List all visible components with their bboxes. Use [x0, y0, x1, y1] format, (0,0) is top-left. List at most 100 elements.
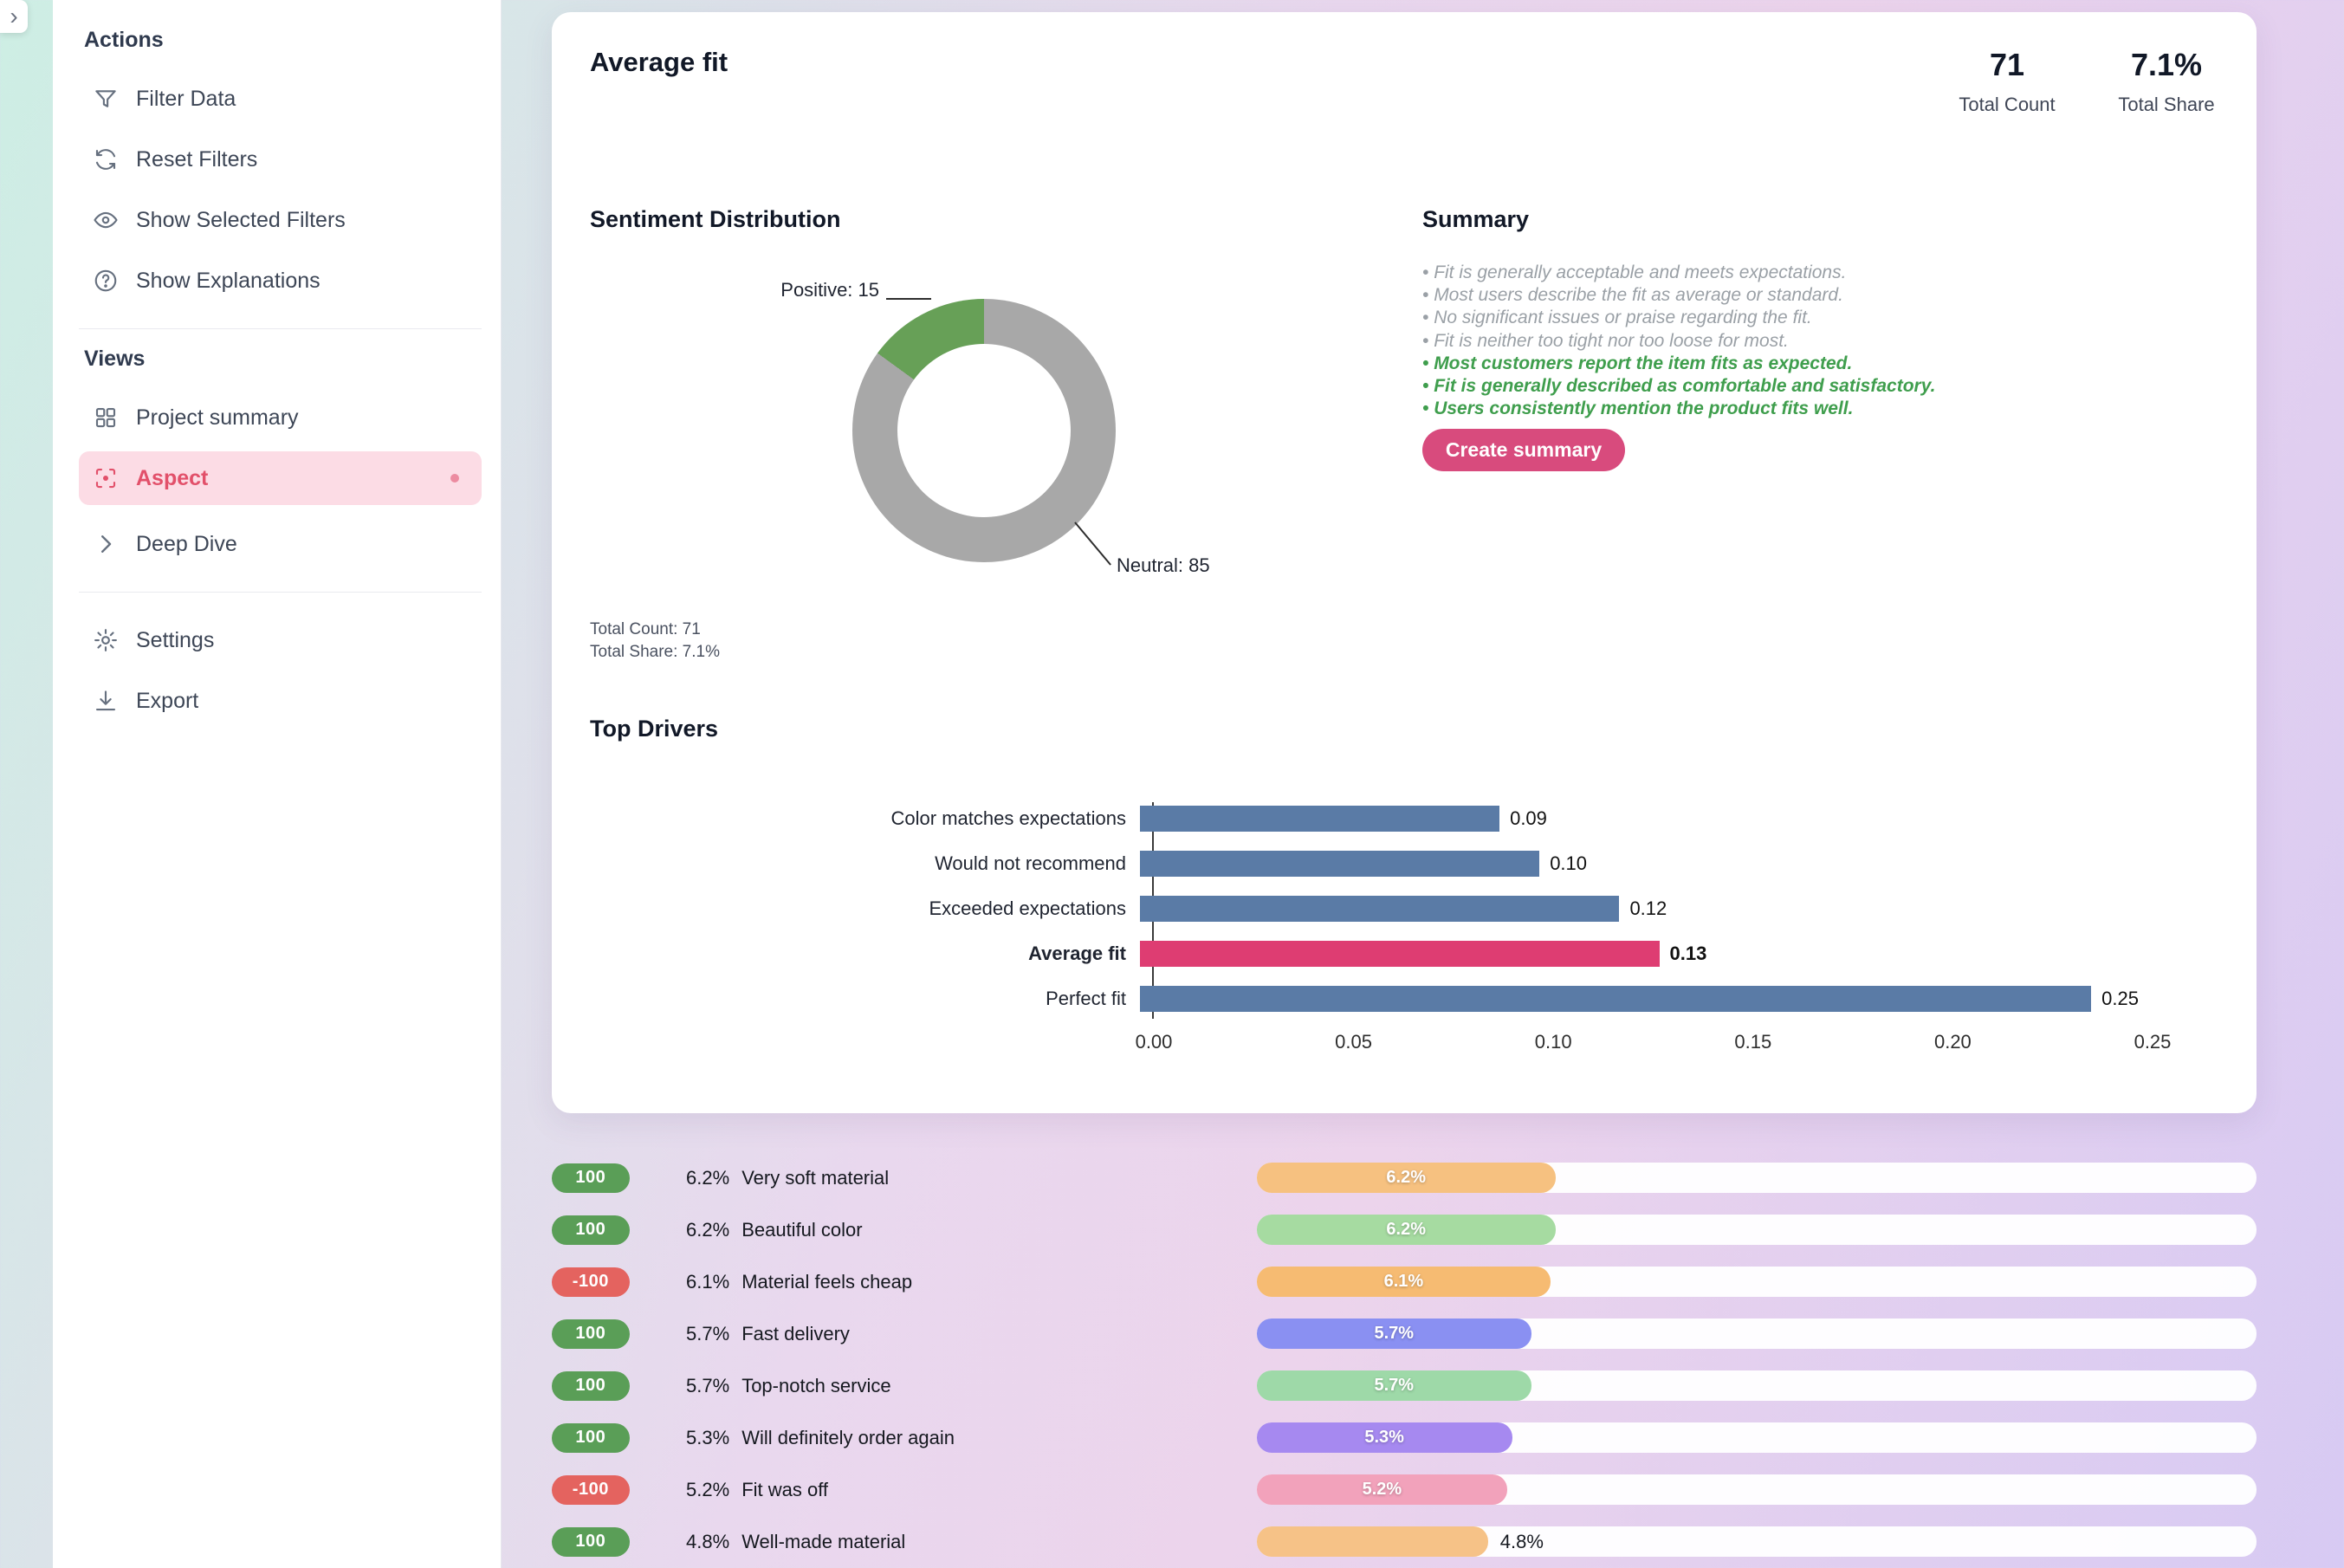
summary-bullet-neutral: Most users describe the fit as average o…	[1422, 284, 2150, 307]
share-bar: 5.7%	[1256, 1370, 1531, 1401]
share-bar-label: 6.2%	[1386, 1168, 1426, 1187]
aspect-share-list: 100 6.2% Very soft material 6.2% 100 6.2…	[552, 1163, 2257, 1568]
driver-bar-track: 0.10	[1140, 851, 2139, 877]
driver-value: 0.09	[1510, 807, 1547, 829]
aspect-row[interactable]: 100 4.8% Well-made material 4.8%	[552, 1526, 2257, 1557]
aspect-row[interactable]: 100 5.7% Fast delivery 5.7%	[552, 1319, 2257, 1349]
summary-bullet-positive: Fit is generally described as comfortabl…	[1422, 375, 2150, 398]
total-share-label: Total Share	[2118, 94, 2215, 115]
share-bar: 5.3%	[1256, 1422, 1512, 1453]
share-bar-track: 5.3%	[1256, 1422, 2257, 1453]
grid-icon	[93, 405, 119, 431]
sentiment-badge: 100	[552, 1215, 630, 1245]
sidebar-item-export[interactable]: Export	[79, 671, 482, 731]
x-tick: 0.10	[1534, 1031, 1572, 1053]
aspect-row[interactable]: -100 6.1% Material feels cheap 6.1%	[552, 1267, 2257, 1297]
driver-value: 0.25	[2101, 988, 2139, 1009]
sidebar-section-title-actions: Actions	[84, 28, 164, 52]
donut-callout-neutral: Neutral: 85	[1117, 554, 1210, 576]
sidebar-item-show-selected-filters[interactable]: Show Selected Filters	[79, 190, 482, 250]
aspect-row[interactable]: -100 5.2% Fit was off 5.2%	[552, 1474, 2257, 1505]
driver-bar-highlighted[interactable]	[1140, 941, 1660, 967]
aspect-row[interactable]: 100 6.2% Beautiful color 6.2%	[552, 1215, 2257, 1245]
driver-label: Exceeded expectations	[929, 897, 1127, 919]
driver-label: Perfect fit	[1046, 988, 1126, 1009]
share-value: 5.3%	[686, 1426, 730, 1448]
aspect-row[interactable]: 100 6.2% Very soft material 6.2%	[552, 1163, 2257, 1193]
sidebar-item-label: Filter Data	[136, 86, 236, 111]
share-bar: 6.1%	[1256, 1267, 1551, 1297]
driver-value: 0.12	[1629, 897, 1667, 919]
x-tick: 0.15	[1734, 1031, 1772, 1053]
sidebar-item-label: Project summary	[136, 405, 299, 430]
sidebar-item-show-explanations[interactable]: Show Explanations	[79, 250, 482, 311]
share-value: 6.2%	[686, 1166, 730, 1189]
aspect-detail-card: Average fit 71 Total Count 7.1% Total Sh…	[552, 12, 2257, 1113]
share-bar-label: 5.3%	[1364, 1428, 1404, 1447]
eye-icon	[93, 207, 119, 233]
sidebar-item-label: Reset Filters	[136, 146, 258, 172]
share-bar-track: 6.2%	[1256, 1163, 2257, 1193]
aspect-label: Well-made material	[741, 1530, 906, 1552]
aspect-label: Beautiful color	[741, 1218, 863, 1241]
sidebar-item-filter-data[interactable]: Filter Data	[79, 68, 482, 129]
top-drivers-title: Top Drivers	[590, 716, 719, 742]
sentiment-donut-chart[interactable]	[852, 299, 1116, 562]
share-bar-track: 6.2%	[1256, 1215, 2257, 1245]
sentiment-distribution-title: Sentiment Distribution	[590, 206, 841, 232]
aspect-row[interactable]: 100 5.7% Top-notch service 5.7%	[552, 1370, 2257, 1401]
sidebar-collapse-button[interactable]: ›	[0, 0, 28, 33]
aspect-row[interactable]: 100 5.3% Will definitely order again 5.3…	[552, 1422, 2257, 1453]
share-bar: 6.2%	[1256, 1215, 1556, 1245]
x-tick: 0.05	[1335, 1031, 1373, 1053]
sidebar-item-settings[interactable]: Settings	[79, 610, 482, 671]
driver-bar-track: 0.12	[1140, 896, 2139, 922]
driver-value: 0.10	[1550, 852, 1588, 874]
card-header: Average fit 71 Total Count 7.1% Total Sh…	[552, 12, 2257, 116]
share-bar: 6.2%	[1256, 1163, 1556, 1193]
summary-bullet-neutral: No significant issues or praise regardin…	[1422, 307, 2150, 329]
sidebar-item-reset-filters[interactable]: Reset Filters	[79, 129, 482, 190]
x-axis: 0.00 0.05 0.10 0.15 0.20 0.25	[1136, 1031, 2172, 1057]
total-count-value: 71	[1989, 47, 2025, 82]
share-bar: 5.7%	[1256, 1319, 1531, 1349]
aspect-label: Material feels cheap	[741, 1270, 913, 1293]
sidebar-item-label: Export	[136, 688, 199, 713]
sidebar-item-aspect[interactable]: Aspect	[79, 451, 482, 505]
driver-row: Color matches expectations 0.09	[590, 806, 2191, 832]
share-bar: 5.2%	[1256, 1474, 1507, 1505]
sentiment-badge: 100	[552, 1163, 630, 1193]
donut-leader-line	[886, 298, 931, 300]
sidebar-item-deep-dive[interactable]: Deep Dive	[79, 514, 482, 574]
driver-bar[interactable]	[1140, 986, 2092, 1012]
driver-row: Would not recommend 0.10	[590, 851, 2191, 877]
driver-bar[interactable]	[1140, 896, 1620, 922]
share-bar-label: 4.8%	[1499, 1530, 1544, 1552]
gear-icon	[93, 627, 119, 653]
share-bar-label: 5.2%	[1362, 1480, 1402, 1499]
share-bar	[1256, 1526, 1488, 1557]
share-bar-label: 6.1%	[1383, 1272, 1424, 1291]
share-bar-track: 4.8%	[1256, 1526, 2257, 1557]
share-value: 5.7%	[686, 1374, 730, 1396]
create-summary-button[interactable]: Create summary	[1422, 429, 1625, 471]
driver-value: 0.13	[1669, 943, 1707, 964]
donut-footer: Total Count: 71 Total Share: 7.1%	[590, 619, 720, 664]
sentiment-badge: -100	[552, 1267, 630, 1297]
summary-bullets: Fit is generally acceptable and meets ex…	[1422, 262, 2150, 420]
driver-bar[interactable]	[1140, 851, 1540, 877]
summary-title: Summary	[1422, 206, 1530, 232]
sidebar-divider	[79, 328, 482, 329]
share-value: 4.8%	[686, 1530, 730, 1552]
stat-total-count: 71 Total Count	[1955, 47, 2059, 116]
sidebar-item-project-summary[interactable]: Project summary	[79, 387, 482, 448]
driver-bar[interactable]	[1140, 806, 1500, 832]
driver-row: Exceeded expectations 0.12	[590, 896, 2191, 922]
sentiment-badge: 100	[552, 1526, 630, 1557]
page-title: Average fit	[590, 47, 728, 77]
total-share-value: 7.1%	[2130, 47, 2203, 82]
x-tick: 0.25	[2134, 1031, 2172, 1053]
sentiment-badge: -100	[552, 1474, 630, 1505]
aspect-label: Top-notch service	[741, 1374, 891, 1396]
share-bar-label: 6.2%	[1386, 1220, 1426, 1239]
